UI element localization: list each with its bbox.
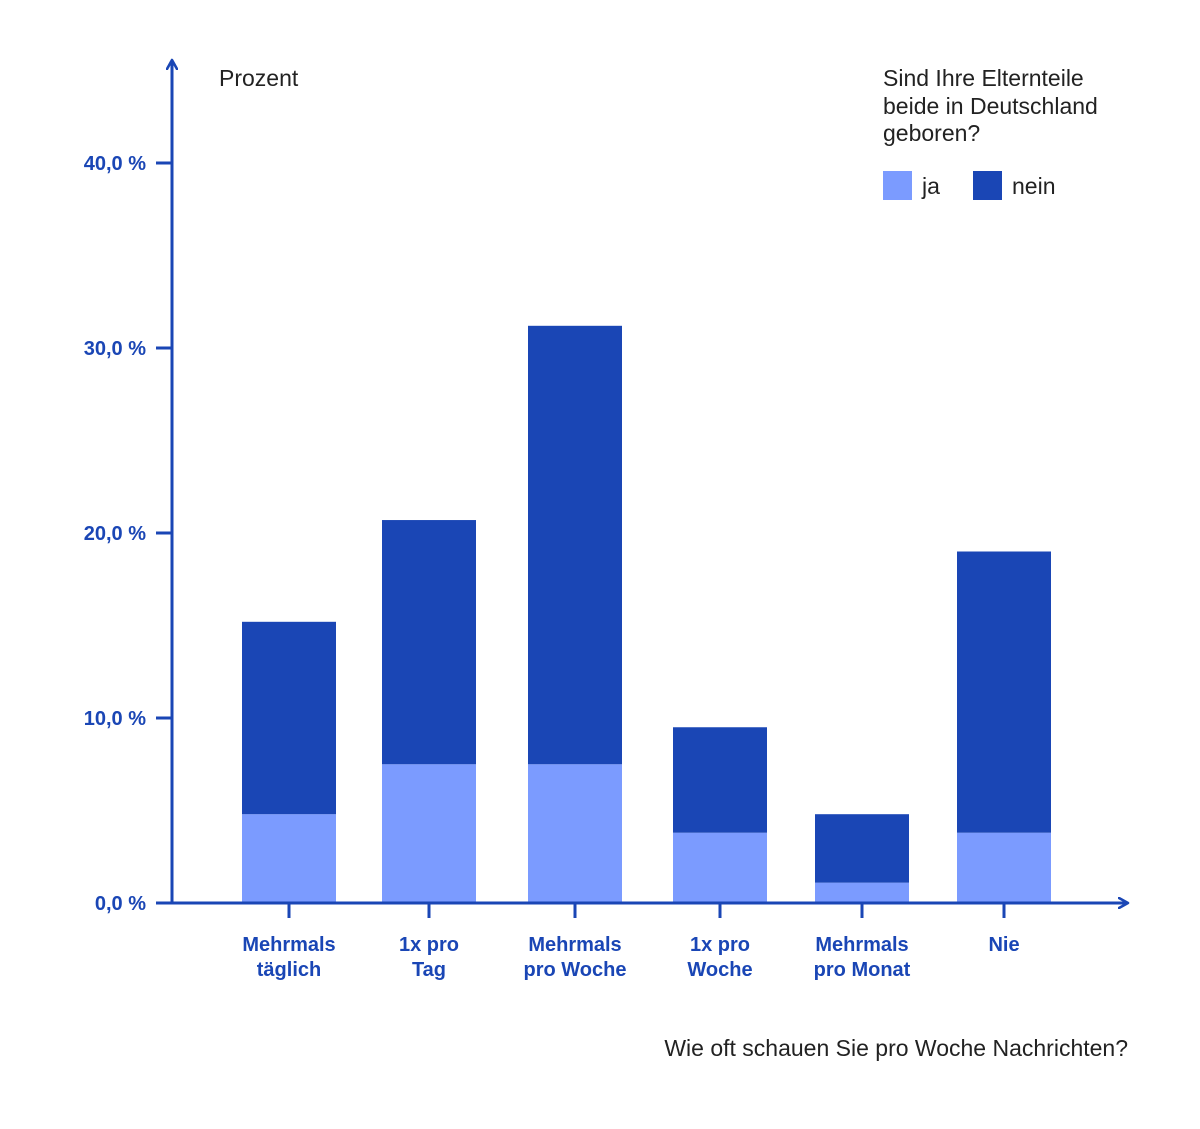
y-axis-label: Prozent: [219, 65, 299, 91]
y-tick-label: 0,0 %: [95, 893, 146, 915]
bar-nein-4: [815, 814, 909, 883]
legend-title-line-2: beide in Deutschland: [883, 93, 1098, 119]
x-tick-label: 1x pro Woche: [687, 934, 752, 981]
legend: Sind Ihre Elternteile beide in Deutschla…: [883, 65, 1098, 200]
x-tick-label: Mehrmals täglich: [242, 934, 335, 981]
legend-title-line-1: Sind Ihre Elternteile: [883, 65, 1084, 91]
legend-swatch-nein: [973, 171, 1002, 200]
y-tick-label: 30,0 %: [84, 338, 146, 360]
legend-swatch-ja: [883, 171, 912, 200]
bar-nein-0: [242, 621, 336, 815]
legend-label-nein: nein: [1012, 173, 1055, 199]
bar-ja-0: [242, 814, 336, 903]
bar-nein-5: [957, 551, 1051, 833]
bar-nein-2: [528, 325, 622, 765]
bar-ja-2: [528, 764, 622, 903]
bar-ja-3: [673, 832, 767, 903]
x-tick-label: Mehrmals pro Woche: [524, 934, 627, 981]
x-tick-label: Nie: [988, 934, 1019, 956]
y-tick-label: 40,0 %: [84, 153, 146, 175]
bar-ja-5: [957, 832, 1051, 903]
x-ticks-group: Mehrmals täglich 1x pro Tag Mehrmals pro Woch…: [242, 903, 1020, 981]
y-ticks-group: 0,0 % 10,0 % 20,0 % 30,0 % 40,0 %: [84, 153, 172, 915]
bar-nein-1: [382, 520, 476, 765]
bars-group: [242, 325, 1051, 903]
x-axis-label: Wie oft schauen Sie pro Woche Nachrichte…: [664, 1035, 1128, 1061]
y-tick-label: 20,0 %: [84, 523, 146, 545]
bar-ja-4: [815, 882, 909, 903]
bar-nein-3: [673, 727, 767, 833]
x-tick-label: 1x pro Tag: [399, 934, 459, 981]
y-tick-label: 10,0 %: [84, 708, 146, 730]
legend-title-line-3: geboren?: [883, 120, 980, 146]
legend-label-ja: ja: [921, 173, 940, 199]
bar-ja-1: [382, 764, 476, 903]
x-tick-label: Mehrmals pro Monat: [814, 934, 911, 981]
